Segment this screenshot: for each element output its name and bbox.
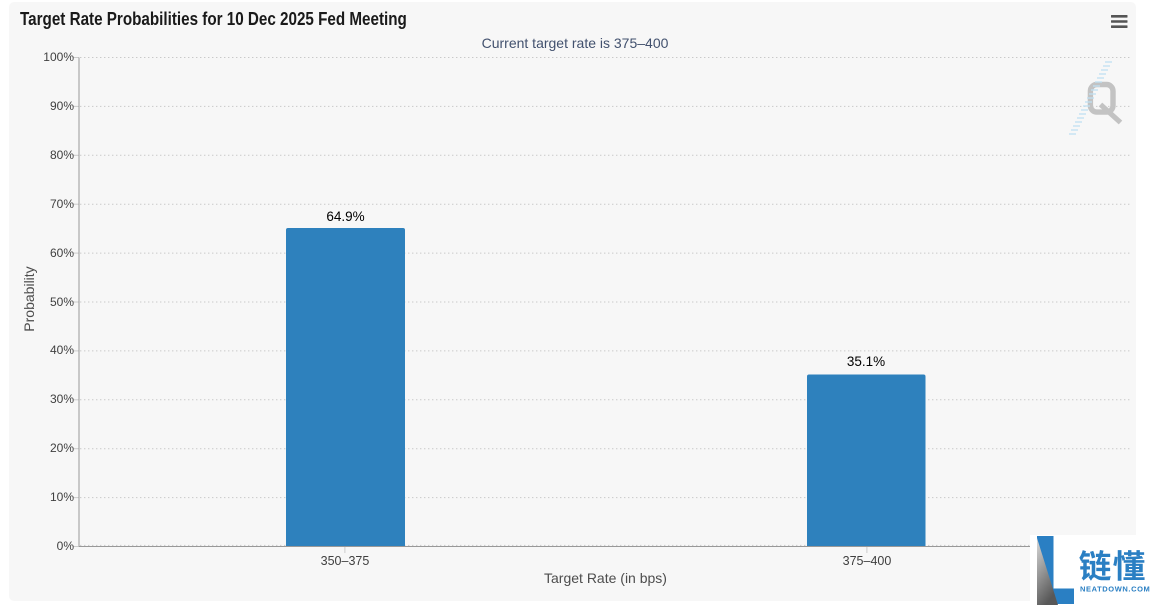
svg-text:NEATDOWN.COM: NEATDOWN.COM xyxy=(1080,585,1150,594)
